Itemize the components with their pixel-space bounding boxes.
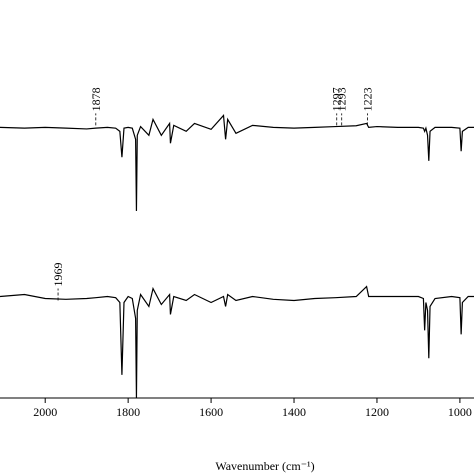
spectrum-line xyxy=(0,113,474,211)
x-tick-label: 2000 xyxy=(33,405,57,419)
x-tick-label: 1600 xyxy=(199,405,223,419)
annotation: 1969 xyxy=(51,263,65,287)
annotation: 1223 xyxy=(360,87,374,111)
spectrum-line xyxy=(0,285,474,399)
annotation: 1293 xyxy=(335,87,349,111)
x-tick-label: 1800 xyxy=(116,405,140,419)
annotation: 1878 xyxy=(89,87,103,111)
x-tick-label: 1400 xyxy=(282,405,306,419)
x-axis-label: Wavenumber (cm⁻¹) xyxy=(215,459,314,473)
x-tick-label: 1200 xyxy=(365,405,389,419)
x-tick-label: 1000 xyxy=(448,405,472,419)
annotation: 1297 xyxy=(330,87,344,111)
